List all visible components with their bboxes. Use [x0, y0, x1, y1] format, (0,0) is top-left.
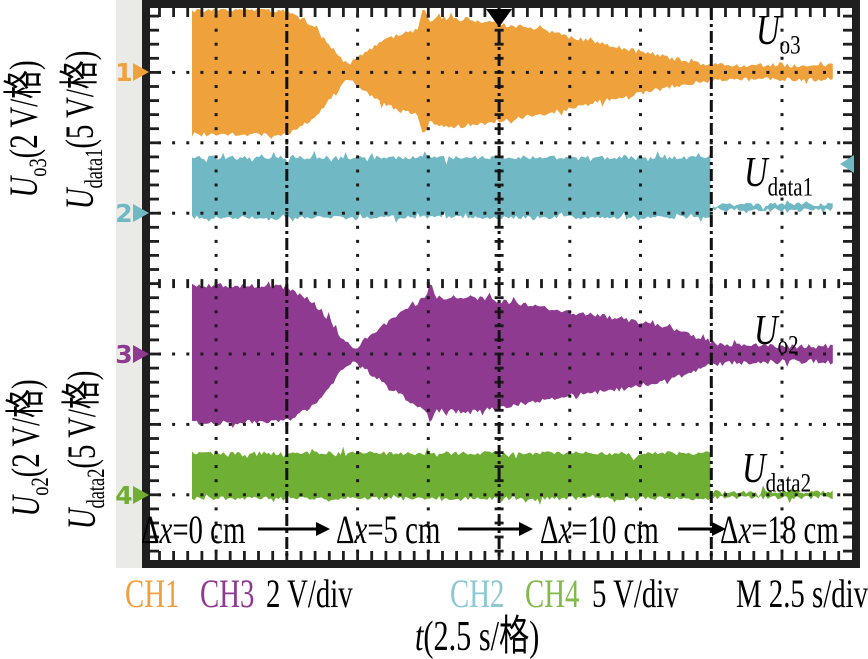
trace-ch1 — [192, 9, 833, 139]
channel-4-marker: 4 — [115, 481, 132, 510]
legend-ch1: CH1 — [125, 571, 180, 616]
channel-3-marker: 3 — [115, 340, 132, 369]
y-axis-label-udata1: Udata1(5 V/格) — [57, 50, 108, 210]
channel-4-arrow-icon — [133, 486, 149, 504]
trace-label-udata2: Udata2 — [742, 446, 812, 498]
legend-ch3: CH3 — [200, 571, 255, 616]
trace-label-udata1: Udata1 — [744, 150, 814, 202]
plot-border — [142, 0, 860, 568]
trace-label-uo3: Uo3 — [756, 8, 801, 60]
channel-2-arrow-icon — [133, 204, 149, 222]
segment-label-5cm: Δx=5 cm — [336, 507, 441, 552]
screen-bezel — [116, 0, 143, 568]
trace-ch2 — [712, 200, 833, 214]
legend-5vdiv: 5 V/div — [592, 571, 679, 616]
legend-timebase: M 2.5 s/div — [736, 571, 868, 616]
segment-label-18cm: Δx=18 cm — [720, 507, 839, 552]
channel-1-arrow-icon — [133, 63, 149, 81]
trace-ch4 — [192, 446, 711, 505]
y-axis-label-udata2: Udata2(5 V/格) — [59, 370, 110, 530]
segment-label-0cm: Δx=0 cm — [141, 507, 246, 552]
channel-2-marker: 2 — [115, 199, 132, 228]
channel-3-arrow-icon — [133, 345, 149, 363]
y-axis-label-uo2: Uo2(2 V/格) — [3, 379, 54, 517]
trigger-position-icon — [486, 9, 513, 27]
legend-ch4: CH4 — [525, 571, 580, 616]
y-axis-label-uo3: Uo3(2 V/格) — [1, 60, 52, 198]
trace-ch2 — [192, 150, 711, 223]
legend-2vdiv: 2 V/div — [266, 571, 353, 616]
trigger-level-arrow-icon — [840, 155, 854, 173]
segment-arrowhead-icon — [712, 522, 726, 536]
segment-label-10cm: Δx=10 cm — [540, 507, 659, 552]
legend-ch2: CH2 — [450, 571, 505, 616]
channel-1-marker: 1 — [115, 58, 132, 87]
x-axis-label: t(2.5 s/格) — [415, 614, 540, 659]
trace-ch4 — [712, 485, 833, 504]
trace-label-uo2: Uo2 — [754, 308, 799, 360]
segment-arrowhead-icon — [316, 522, 330, 536]
segment-arrowhead-icon — [519, 522, 533, 536]
